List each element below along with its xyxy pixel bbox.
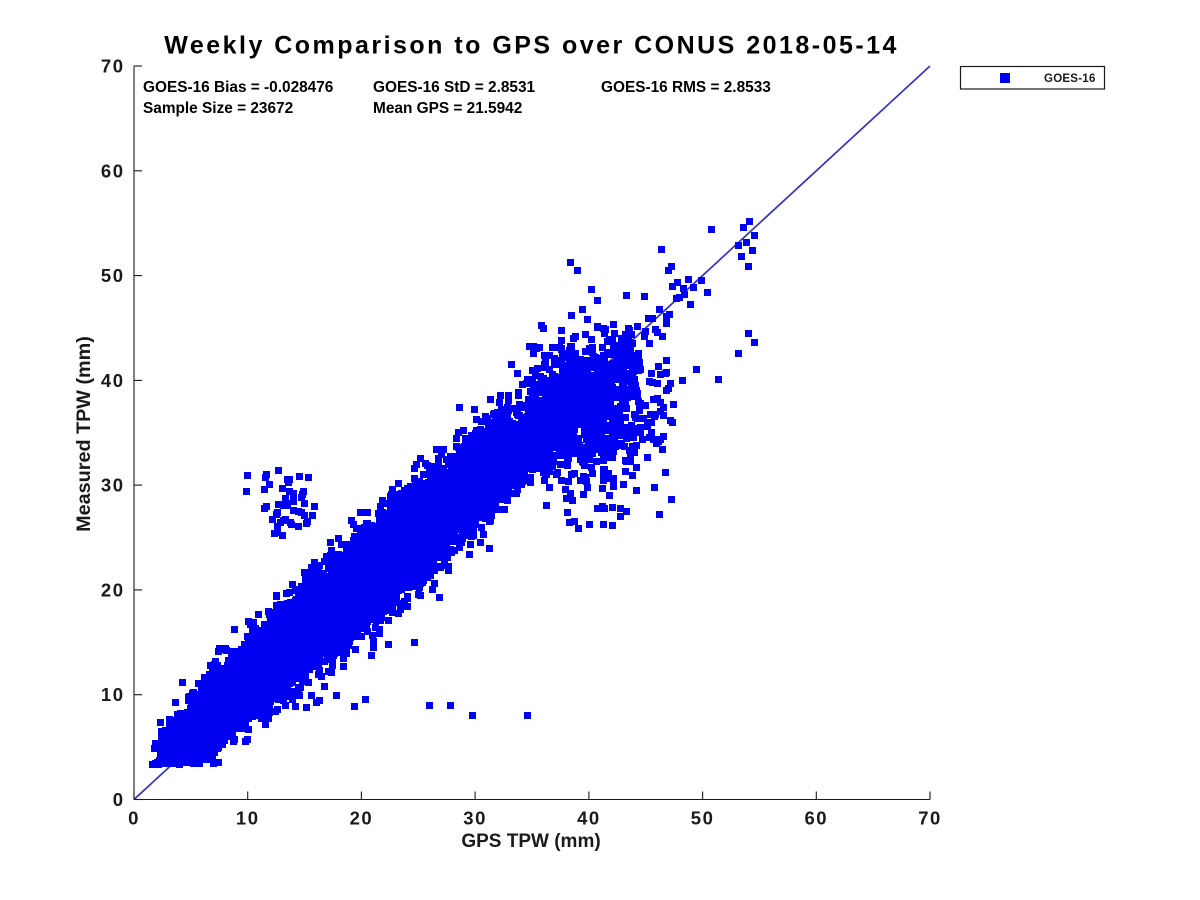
svg-text:50: 50 — [691, 808, 715, 829]
svg-text:30: 30 — [463, 808, 487, 829]
svg-text:0: 0 — [113, 789, 125, 810]
svg-text:60: 60 — [101, 160, 125, 181]
svg-text:70: 70 — [918, 808, 942, 829]
svg-text:70: 70 — [101, 56, 125, 77]
svg-text:GPS TPW (mm): GPS TPW (mm) — [461, 831, 600, 852]
svg-text:50: 50 — [101, 265, 125, 286]
svg-text:20: 20 — [101, 579, 125, 600]
svg-text:GOES-16 Bias = -0.028476: GOES-16 Bias = -0.028476 — [143, 79, 333, 96]
svg-text:Mean GPS = 21.5942: Mean GPS = 21.5942 — [373, 100, 522, 117]
svg-text:10: 10 — [101, 684, 125, 705]
svg-text:GOES-16 StD = 2.8531: GOES-16 StD = 2.8531 — [373, 79, 536, 96]
svg-text:30: 30 — [101, 475, 125, 496]
svg-text:60: 60 — [805, 808, 829, 829]
svg-text:Sample Size = 23672: Sample Size = 23672 — [143, 100, 293, 117]
svg-text:Weekly Comparison to GPS over: Weekly Comparison to GPS over CONUS 2018… — [164, 32, 899, 60]
svg-text:40: 40 — [101, 370, 125, 391]
svg-text:10: 10 — [236, 808, 260, 829]
svg-text:GOES-16: GOES-16 — [1044, 73, 1096, 85]
svg-text:GOES-16 RMS = 2.8533: GOES-16 RMS = 2.8533 — [601, 79, 771, 96]
svg-text:40: 40 — [577, 808, 601, 829]
svg-text:0: 0 — [128, 808, 140, 829]
svg-text:20: 20 — [350, 808, 374, 829]
svg-text:Measured TPW (mm): Measured TPW (mm) — [73, 336, 95, 532]
